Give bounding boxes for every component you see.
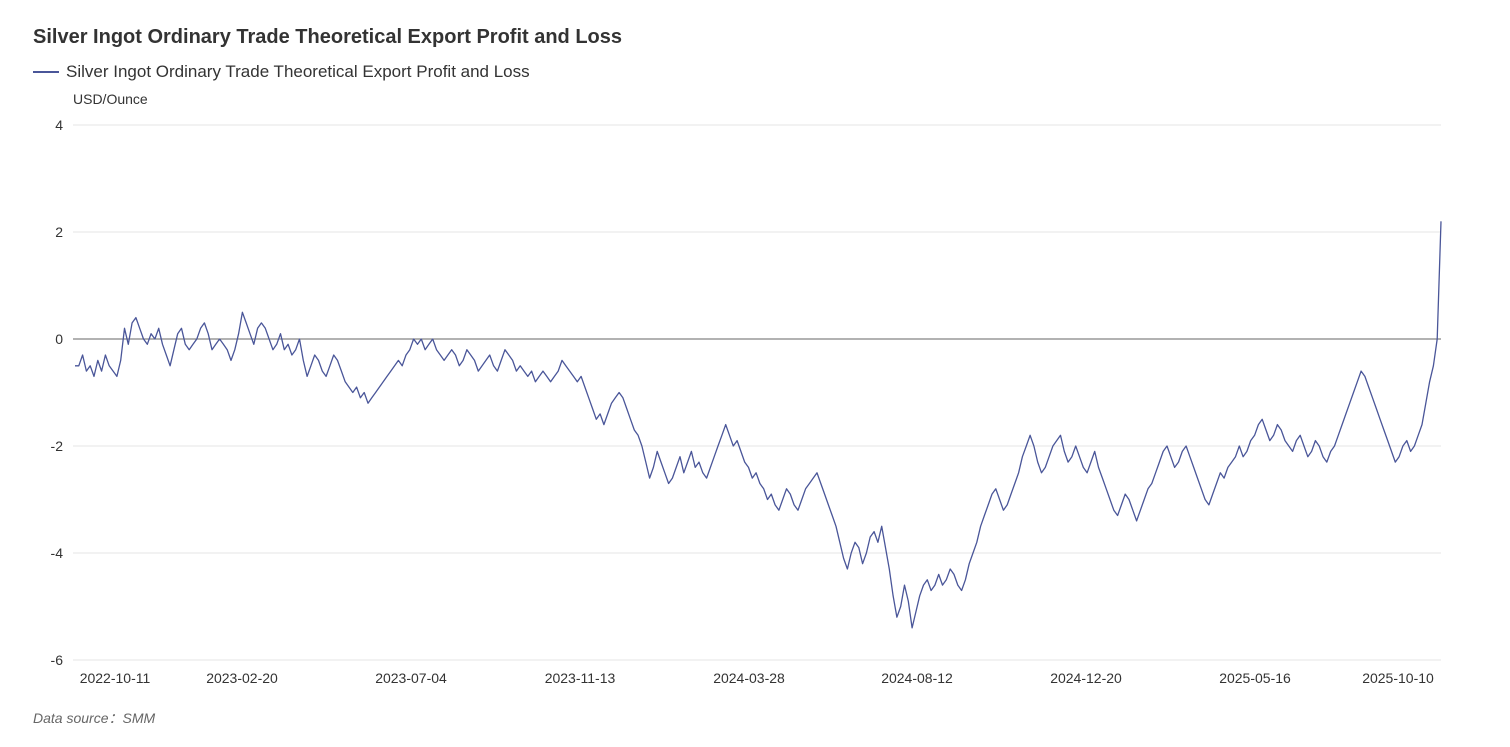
legend-label: Silver Ingot Ordinary Trade Theoretical … xyxy=(66,62,530,81)
legend-line-icon xyxy=(33,71,59,73)
series-line[interactable] xyxy=(75,221,1442,629)
y-tick-label: 0 xyxy=(55,331,63,347)
series-layer xyxy=(75,221,1442,629)
x-axis-ticks: 2022-10-11 2023-02-20 2023-07-04 2023-11-13… xyxy=(80,670,1434,686)
y-tick-label: 4 xyxy=(55,117,63,133)
x-tick-label: 2022-10-11 xyxy=(80,670,151,686)
x-tick-label: 2023-02-20 xyxy=(206,670,278,686)
x-tick-label: 2024-08-12 xyxy=(881,670,953,686)
x-tick-label: 2025-10-10 xyxy=(1362,670,1434,686)
y-axis-unit-label: USD/Ounce xyxy=(73,91,148,107)
y-tick-label: -6 xyxy=(51,652,64,668)
grid-lines xyxy=(73,124,1441,661)
chart-title: Silver Ingot Ordinary Trade Theoretical … xyxy=(33,26,623,48)
x-tick-label: 2024-03-28 xyxy=(713,670,785,686)
y-tick-label: 2 xyxy=(55,224,63,240)
legend[interactable]: Silver Ingot Ordinary Trade Theoretical … xyxy=(33,62,530,82)
y-tick-label: -4 xyxy=(51,545,64,561)
x-tick-label: 2024-12-20 xyxy=(1050,670,1122,686)
y-tick-label: -2 xyxy=(51,438,64,454)
x-tick-label: 2025-05-16 xyxy=(1219,670,1291,686)
x-tick-label: 2023-11-13 xyxy=(545,670,616,686)
y-axis-ticks: -6 -4 -2 0 2 4 xyxy=(51,117,64,668)
data-source-note: Data source：SMM xyxy=(33,710,156,726)
x-tick-label: 2023-07-04 xyxy=(375,670,447,686)
